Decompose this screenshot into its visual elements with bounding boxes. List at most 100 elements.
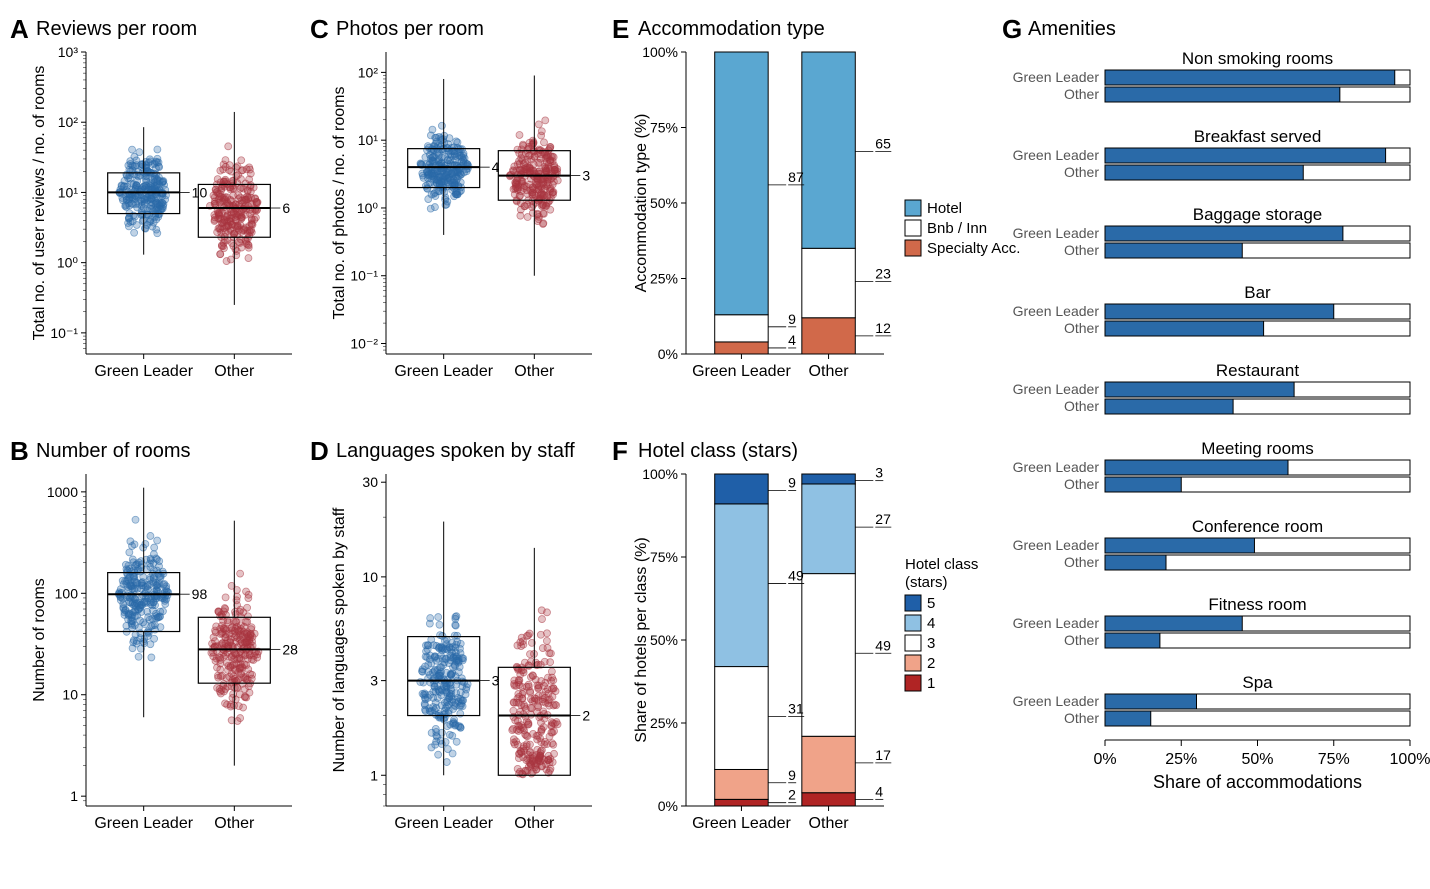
- panel-label-C: C: [310, 14, 329, 45]
- svg-text:(stars): (stars): [905, 574, 948, 591]
- svg-text:Green Leader: Green Leader: [1013, 537, 1100, 553]
- svg-text:100%: 100%: [1390, 751, 1430, 768]
- panel-label-D: D: [310, 436, 329, 467]
- svg-text:87: 87: [788, 169, 804, 185]
- svg-text:Green Leader: Green Leader: [1013, 303, 1100, 319]
- svg-text:Number of languages spoken by: Number of languages spoken by staff: [331, 507, 348, 772]
- panel-title-G: Amenities: [1028, 18, 1116, 41]
- svg-text:Other: Other: [1064, 164, 1099, 180]
- svg-text:4: 4: [927, 615, 935, 632]
- svg-text:17: 17: [875, 747, 891, 763]
- svg-text:75%: 75%: [650, 120, 678, 136]
- svg-text:Other: Other: [1064, 398, 1099, 414]
- svg-text:Green Leader: Green Leader: [94, 363, 193, 380]
- svg-text:Green Leader: Green Leader: [94, 815, 193, 832]
- svg-text:0%: 0%: [658, 346, 678, 362]
- svg-text:Other: Other: [809, 363, 850, 380]
- svg-text:10²: 10²: [358, 64, 379, 80]
- svg-text:Other: Other: [214, 363, 255, 380]
- svg-text:98: 98: [192, 586, 208, 602]
- svg-text:28: 28: [282, 641, 298, 657]
- svg-text:50%: 50%: [1241, 751, 1273, 768]
- svg-text:Other: Other: [1064, 554, 1099, 570]
- svg-text:Number of rooms: Number of rooms: [31, 578, 48, 702]
- svg-text:Other: Other: [1064, 632, 1099, 648]
- svg-text:9: 9: [788, 475, 796, 491]
- svg-text:30: 30: [362, 474, 378, 490]
- svg-text:3: 3: [875, 465, 883, 481]
- svg-text:31: 31: [788, 700, 804, 716]
- svg-text:Green Leader: Green Leader: [692, 815, 791, 832]
- svg-text:4: 4: [788, 332, 796, 348]
- svg-text:25%: 25%: [650, 715, 678, 731]
- svg-text:75%: 75%: [650, 549, 678, 565]
- panel-F: 0%25%50%75%100%Share of hotels per class…: [630, 440, 890, 840]
- svg-text:Other: Other: [1064, 86, 1099, 102]
- panel-G: Non smoking roomsGreen LeaderOtherBreakf…: [1020, 48, 1420, 810]
- svg-text:Green Leader: Green Leader: [1013, 459, 1100, 475]
- svg-text:Other: Other: [514, 815, 555, 832]
- svg-text:Green Leader: Green Leader: [1013, 615, 1100, 631]
- svg-text:25%: 25%: [650, 271, 678, 287]
- svg-text:1: 1: [927, 675, 935, 692]
- svg-text:Conference room: Conference room: [1192, 517, 1323, 536]
- svg-text:Hotel class: Hotel class: [905, 556, 978, 573]
- svg-text:10: 10: [362, 569, 378, 585]
- svg-text:65: 65: [875, 136, 891, 152]
- svg-text:Green Leader: Green Leader: [394, 815, 493, 832]
- svg-text:Spa: Spa: [1242, 673, 1273, 692]
- svg-text:Other: Other: [1064, 710, 1099, 726]
- svg-text:Other: Other: [809, 815, 850, 832]
- svg-text:3: 3: [582, 168, 590, 184]
- svg-text:10: 10: [192, 184, 208, 200]
- svg-text:10³: 10³: [58, 44, 79, 60]
- svg-text:Other: Other: [1064, 320, 1099, 336]
- svg-text:1000: 1000: [47, 484, 78, 500]
- svg-text:10⁻¹: 10⁻¹: [50, 325, 78, 341]
- panel-label-E: E: [612, 14, 629, 45]
- svg-text:100%: 100%: [642, 466, 678, 482]
- panel-A: 10⁻¹10⁰10¹10²10³Green LeaderOtherTotal n…: [28, 18, 298, 388]
- svg-text:0%: 0%: [1093, 751, 1116, 768]
- svg-text:3: 3: [370, 673, 378, 689]
- svg-text:23: 23: [875, 266, 891, 282]
- svg-text:50%: 50%: [650, 195, 678, 211]
- svg-text:Green Leader: Green Leader: [692, 363, 791, 380]
- panel-label-A: A: [10, 14, 29, 45]
- svg-text:25%: 25%: [1165, 751, 1197, 768]
- svg-text:Green Leader: Green Leader: [1013, 147, 1100, 163]
- svg-text:Breakfast served: Breakfast served: [1194, 127, 1322, 146]
- panel-E: 0%25%50%75%100%Accommodation type (%)Gre…: [630, 18, 890, 388]
- svg-text:49: 49: [875, 637, 891, 653]
- panel-label-F: F: [612, 436, 628, 467]
- svg-text:1: 1: [370, 767, 378, 783]
- svg-text:1: 1: [70, 788, 78, 804]
- svg-text:75%: 75%: [1318, 751, 1350, 768]
- svg-text:2: 2: [788, 787, 796, 803]
- svg-text:Other: Other: [514, 363, 555, 380]
- svg-text:50%: 50%: [650, 632, 678, 648]
- svg-text:Green Leader: Green Leader: [394, 363, 493, 380]
- svg-text:Share of accommodations: Share of accommodations: [1153, 772, 1362, 792]
- svg-text:Other: Other: [214, 815, 255, 832]
- svg-text:0%: 0%: [658, 798, 678, 814]
- panel-label-G: G: [1002, 14, 1022, 45]
- svg-text:Bar: Bar: [1244, 283, 1271, 302]
- svg-text:Bnb / Inn: Bnb / Inn: [927, 220, 987, 237]
- svg-text:10²: 10²: [58, 114, 79, 130]
- svg-text:10⁰: 10⁰: [57, 255, 79, 271]
- svg-text:3: 3: [927, 635, 935, 652]
- svg-text:9: 9: [788, 767, 796, 783]
- svg-text:Green Leader: Green Leader: [1013, 69, 1100, 85]
- svg-text:Green Leader: Green Leader: [1013, 225, 1100, 241]
- svg-text:2: 2: [582, 708, 590, 724]
- svg-text:Specialty Acc.: Specialty Acc.: [927, 240, 1020, 257]
- svg-text:Other: Other: [1064, 242, 1099, 258]
- svg-text:100: 100: [55, 585, 79, 601]
- svg-text:27: 27: [875, 511, 891, 527]
- panel-label-B: B: [10, 436, 29, 467]
- svg-text:Other: Other: [1064, 476, 1099, 492]
- svg-text:10⁰: 10⁰: [357, 200, 379, 216]
- svg-text:Baggage storage: Baggage storage: [1193, 205, 1323, 224]
- svg-text:Green Leader: Green Leader: [1013, 381, 1100, 397]
